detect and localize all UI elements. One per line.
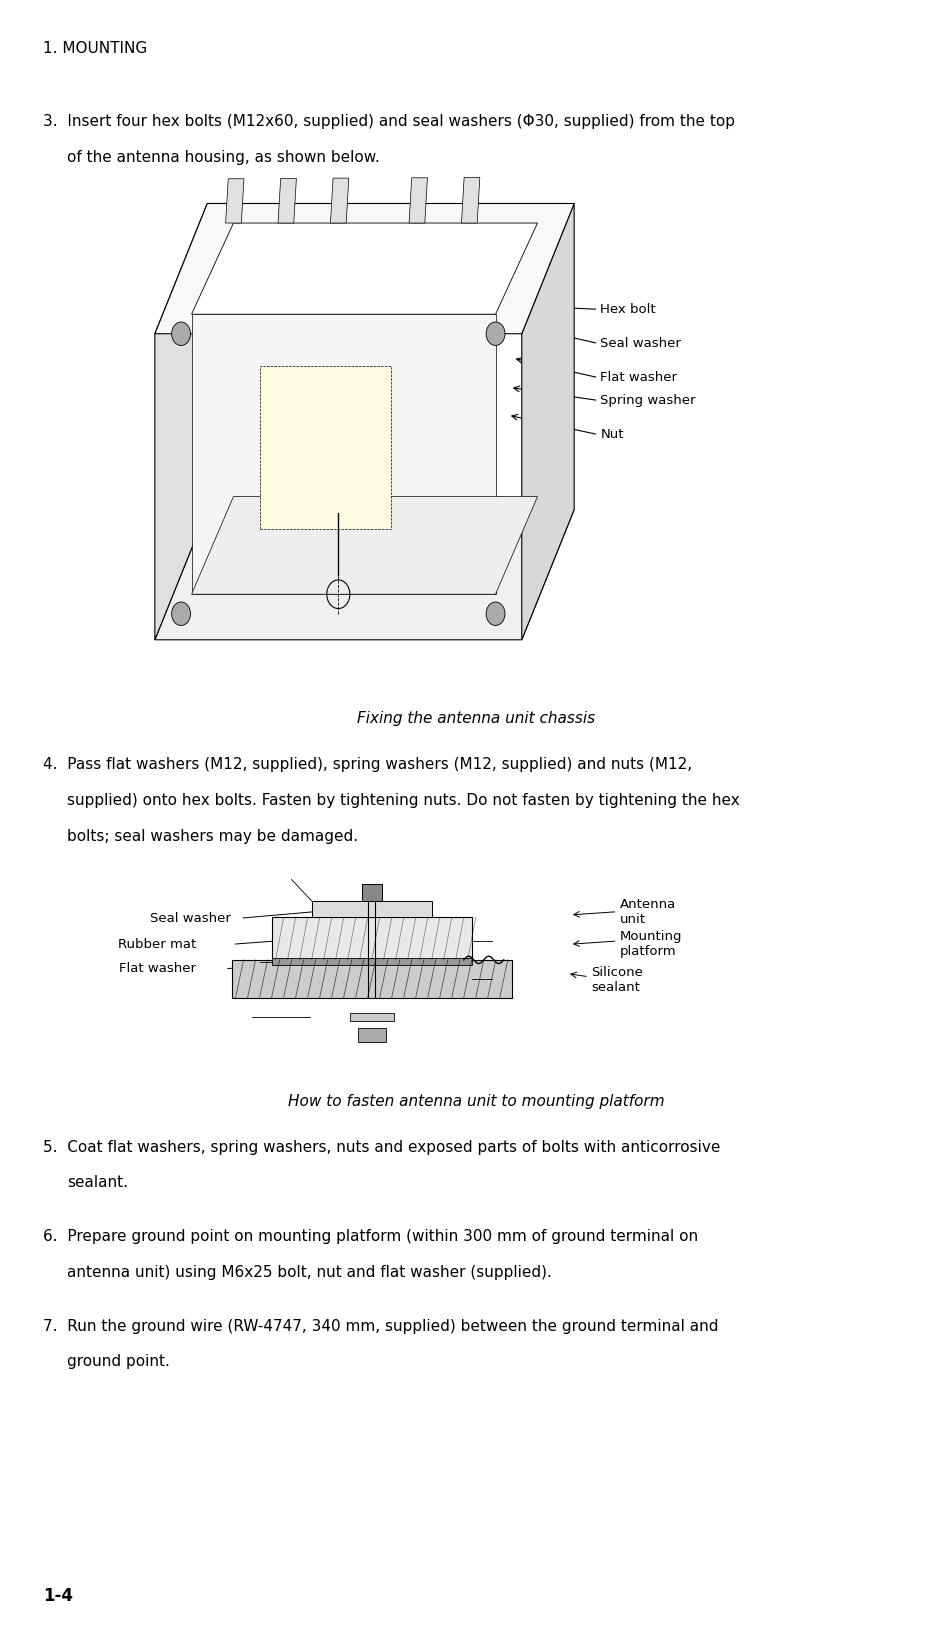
Text: Silicone
sealant: Silicone sealant [590,965,642,995]
Bar [231,961,511,998]
Text: Hex bolt: Hex bolt [600,303,655,316]
Polygon shape [191,497,537,594]
Polygon shape [408,177,426,223]
Bar [357,1029,386,1042]
Bar [259,366,390,529]
Bar [362,884,381,900]
Polygon shape [191,223,537,314]
Text: ground point.: ground point. [67,1354,169,1369]
Text: bolts; seal washers may be damaged.: bolts; seal washers may be damaged. [67,829,357,843]
Circle shape [486,322,505,345]
Text: Flat washer: Flat washer [119,962,195,975]
Polygon shape [154,204,207,640]
Text: How to fasten antenna unit to mounting platform: How to fasten antenna unit to mounting p… [288,1094,664,1109]
Polygon shape [461,177,480,223]
Polygon shape [278,179,296,223]
Text: antenna unit) using M6x25 bolt, nut and flat washer (supplied).: antenna unit) using M6x25 bolt, nut and … [67,1265,551,1280]
Text: 7.  Run the ground wire (RW-4747, 340 mm, supplied) between the ground terminal : 7. Run the ground wire (RW-4747, 340 mm,… [43,1319,718,1333]
Circle shape [171,602,190,625]
Polygon shape [330,177,348,223]
Bar [271,918,471,961]
Bar [271,957,471,964]
Text: supplied) onto hex bolts. Fasten by tightening nuts. Do not fasten by tightening: supplied) onto hex bolts. Fasten by tigh… [67,793,739,807]
Bar [311,900,431,918]
Circle shape [325,480,351,513]
Text: Flat washer: Flat washer [600,371,677,384]
Text: Seal washer: Seal washer [150,912,230,925]
Circle shape [486,602,505,625]
Polygon shape [191,314,495,594]
Text: 1-4: 1-4 [43,1587,72,1605]
Polygon shape [226,179,244,223]
Text: of the antenna housing, as shown below.: of the antenna housing, as shown below. [67,150,379,164]
Circle shape [171,322,190,345]
Text: 6.  Prepare ground point on mounting platform (within 300 mm of ground terminal : 6. Prepare ground point on mounting plat… [43,1229,697,1244]
Text: Spring washer: Spring washer [600,394,695,407]
Polygon shape [154,510,573,640]
Text: Fixing the antenna unit chassis: Fixing the antenna unit chassis [357,711,595,726]
Bar [349,1013,393,1021]
Text: Antenna
unit: Antenna unit [619,897,675,926]
Text: Seal washer: Seal washer [600,337,681,350]
Polygon shape [522,204,573,640]
Text: sealant.: sealant. [67,1175,128,1190]
Polygon shape [154,204,573,334]
Text: Mounting
platform: Mounting platform [619,930,682,959]
Text: 4.  Pass flat washers (M12, supplied), spring washers (M12, supplied) and nuts (: 4. Pass flat washers (M12, supplied), sp… [43,757,691,772]
Text: Rubber mat: Rubber mat [118,938,196,951]
Text: Nut: Nut [600,428,624,441]
Text: 3.  Insert four hex bolts (M12x60, supplied) and seal washers (Φ30, supplied) fr: 3. Insert four hex bolts (M12x60, suppli… [43,114,734,129]
Text: 5.  Coat flat washers, spring washers, nuts and exposed parts of bolts with anti: 5. Coat flat washers, spring washers, nu… [43,1140,720,1154]
Text: 1. MOUNTING: 1. MOUNTING [43,41,147,55]
